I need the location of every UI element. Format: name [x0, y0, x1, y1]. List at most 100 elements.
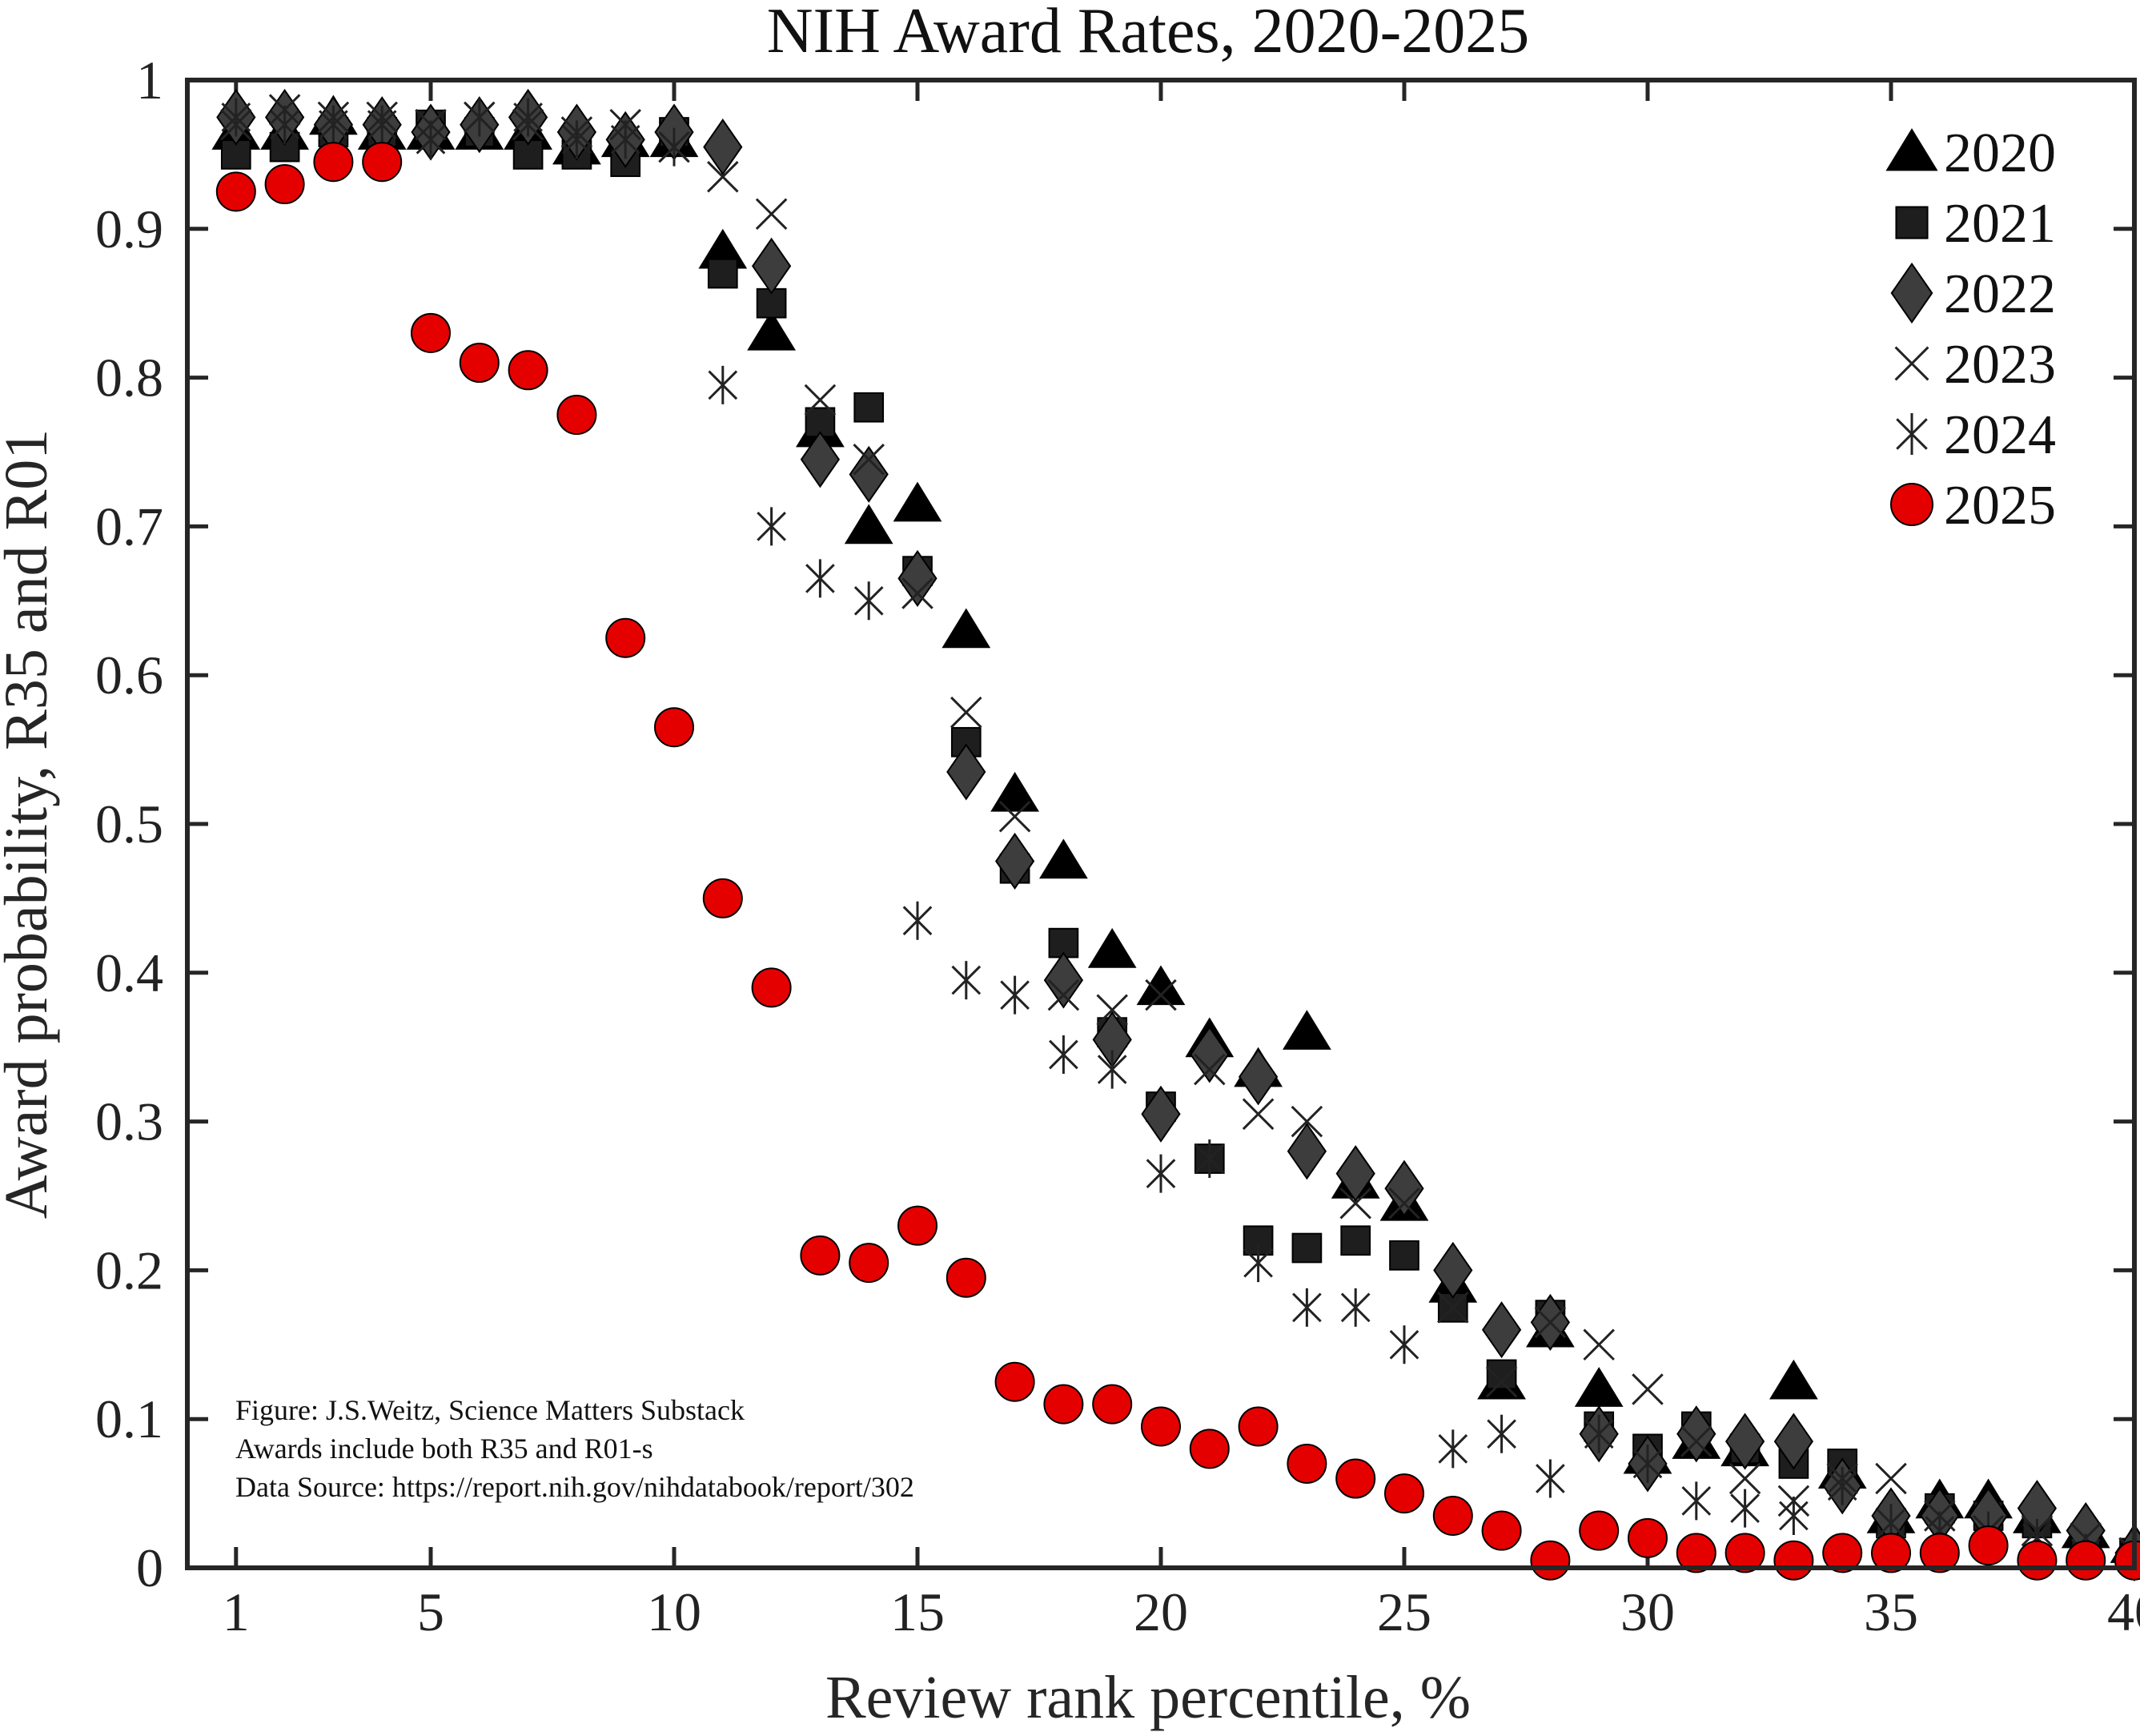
- data-point: [319, 105, 348, 144]
- data-point: [1632, 1444, 1663, 1483]
- data-point: [1822, 1533, 1863, 1573]
- y-tick-label: 0.5: [95, 794, 163, 854]
- data-point: [659, 127, 689, 167]
- data-point: [1092, 1384, 1133, 1425]
- data-point: [1432, 1495, 1473, 1536]
- x-tick-label: 40: [2107, 1581, 2140, 1642]
- data-point: [1039, 838, 1088, 879]
- data-point: [897, 549, 938, 607]
- data-point: [1145, 979, 1177, 1011]
- data-point: [459, 343, 500, 384]
- data-point: [849, 1243, 889, 1284]
- data-point: [1335, 1145, 1375, 1203]
- data-point: [1481, 1301, 1522, 1359]
- data-point: [702, 878, 743, 918]
- data-point: [513, 98, 543, 137]
- data-point: [610, 120, 640, 159]
- data-point: [849, 445, 889, 503]
- data-point: [221, 98, 251, 137]
- data-point: [1000, 975, 1030, 1015]
- data-point: [1287, 1443, 1327, 1484]
- data-point: [1584, 1414, 1614, 1453]
- data-point: [1724, 1533, 1765, 1573]
- data-point: [994, 832, 1035, 890]
- data-point: [1968, 1525, 2009, 1566]
- data-point: [902, 901, 933, 940]
- data-point: [1291, 1105, 1323, 1138]
- data-point: [990, 771, 1039, 812]
- data-point: [1190, 1026, 1230, 1083]
- legend-label: 2020: [1944, 123, 2056, 184]
- data-point: [1243, 1244, 1273, 1283]
- data-point: [1388, 1187, 1420, 1220]
- legend-entry: 2023: [1894, 334, 2056, 396]
- data-point: [1096, 994, 1128, 1027]
- data-point: [800, 1235, 841, 1276]
- data-point: [1335, 1458, 1376, 1499]
- data-point: [942, 608, 991, 649]
- data-point: [313, 142, 354, 183]
- legend-marker: [1896, 413, 1928, 455]
- data-point: [703, 119, 743, 176]
- data-point: [367, 105, 397, 144]
- data-point: [853, 581, 884, 621]
- data-point: [751, 967, 792, 1008]
- data-point: [1194, 1139, 1225, 1179]
- data-point: [1292, 1288, 1322, 1327]
- series-2024: [221, 98, 2140, 1580]
- annotation-block: Figure: J.S.Weitz, Science Matters Subst…: [235, 1394, 914, 1503]
- annotation-line: Figure: J.S.Weitz, Science Matters Subst…: [235, 1394, 745, 1426]
- data-point: [1043, 951, 1084, 1009]
- data-point: [994, 1361, 1035, 1402]
- data-point: [1340, 1288, 1371, 1327]
- data-point: [270, 105, 299, 144]
- data-point: [1724, 1413, 1765, 1470]
- data-point: [707, 258, 738, 289]
- legend-label: 2021: [1944, 193, 2056, 255]
- x-tick-label: 10: [647, 1581, 701, 1642]
- x-tick-label: 25: [1377, 1581, 1431, 1642]
- legend-marker: [1885, 128, 1938, 171]
- data-point: [998, 800, 1031, 833]
- annotation-line: Awards include both R35 and R01-s: [235, 1433, 653, 1465]
- data-point: [654, 707, 694, 748]
- data-point: [853, 444, 885, 476]
- y-tick-label: 0.9: [95, 199, 163, 259]
- data-point: [1136, 965, 1186, 1006]
- data-point: [1238, 1406, 1279, 1447]
- data-point: [747, 310, 796, 351]
- chart-title: NIH Award Rates, 2020-2025: [767, 0, 1530, 66]
- data-point: [1291, 1232, 1323, 1264]
- x-tick-label: 30: [1620, 1581, 1675, 1642]
- data-point: [853, 392, 885, 423]
- data-point: [1730, 1489, 1760, 1528]
- data-point: [1485, 1365, 1518, 1398]
- y-axis-title: Award probability, R35 and R01: [0, 429, 60, 1220]
- x-tick-label: 35: [1864, 1581, 1918, 1642]
- data-point: [1487, 1414, 1516, 1453]
- data-point: [1773, 1540, 1814, 1581]
- data-point: [1047, 979, 1080, 1011]
- data-point: [2017, 1540, 2058, 1581]
- data-point: [1049, 1035, 1078, 1074]
- y-tick-label: 0.6: [95, 645, 163, 705]
- legend-entry: 2024: [1896, 404, 2056, 466]
- data-point: [951, 961, 982, 1000]
- annotation-line: Data Source: https://report.nih.gov/nihd…: [235, 1471, 914, 1503]
- x-tick-label: 20: [1134, 1581, 1188, 1642]
- x-tick-label: 5: [417, 1581, 444, 1642]
- legend-marker: [1890, 262, 1933, 324]
- data-point: [1680, 1425, 1712, 1457]
- data-point: [1583, 1328, 1615, 1361]
- legend-marker: [1894, 346, 1929, 381]
- plot-frame: [185, 78, 2137, 1570]
- data-point: [800, 431, 841, 488]
- data-point: [751, 237, 792, 295]
- data-point: [264, 164, 305, 205]
- data-point: [416, 120, 446, 159]
- data-point: [1242, 1098, 1275, 1131]
- data-points: [211, 88, 2140, 1581]
- data-point: [1769, 1359, 1818, 1400]
- data-point: [362, 142, 403, 183]
